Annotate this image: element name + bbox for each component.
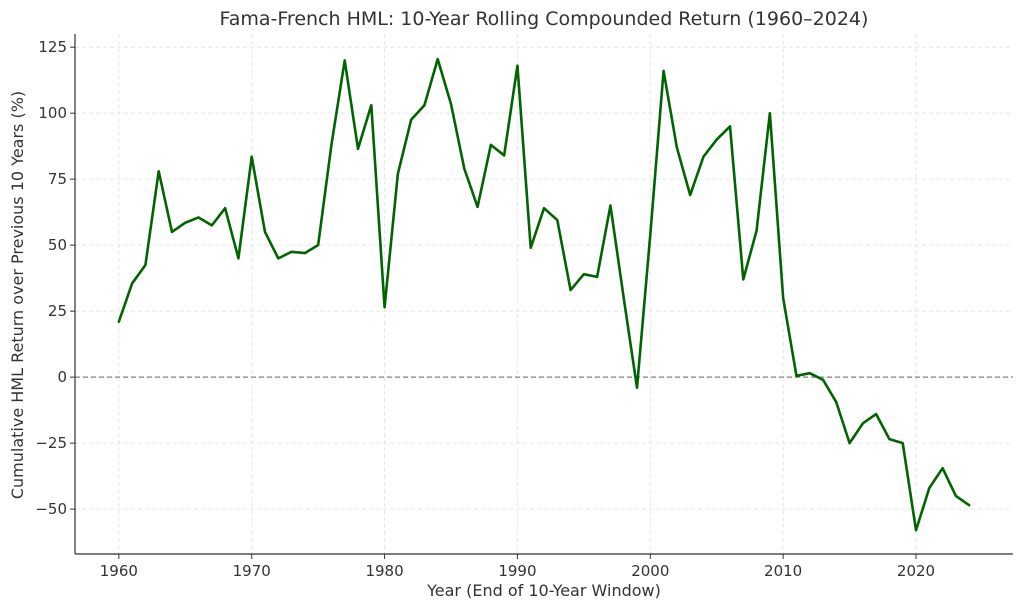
y-tick-label: −50 — [35, 500, 67, 518]
x-tick-label: 1960 — [100, 562, 138, 580]
x-tick-label: 1980 — [365, 562, 403, 580]
y-tick-label: 0 — [57, 368, 67, 386]
x-axis-label: Year (End of 10-Year Window) — [426, 581, 661, 600]
series-layer — [117, 57, 971, 532]
y-tick-label: 125 — [38, 38, 67, 56]
x-tick-label: 1970 — [233, 562, 271, 580]
x-tick-label: 2010 — [764, 562, 802, 580]
y-tick-label: 50 — [48, 236, 67, 254]
x-tick-label: 1990 — [498, 562, 536, 580]
x-tick-label: 2000 — [631, 562, 669, 580]
y-tick-label: 75 — [48, 170, 67, 188]
series-line — [117, 57, 971, 532]
axes-layer: 1960 1970 1980 1990 2000 2010 2020 125 100 75 50 25… — [35, 34, 1013, 580]
y-tick-label: 25 — [48, 302, 67, 320]
y-axis-label: Cumulative HML Return over Previous 10 Y… — [8, 91, 27, 499]
y-tick-label: 100 — [38, 104, 67, 122]
grid-layer — [75, 34, 1013, 554]
chart-title: Fama-French HML: 10-Year Rolling Compoun… — [220, 8, 869, 30]
x-tick-label: 2020 — [897, 562, 935, 580]
y-tick-label: −25 — [35, 434, 67, 452]
